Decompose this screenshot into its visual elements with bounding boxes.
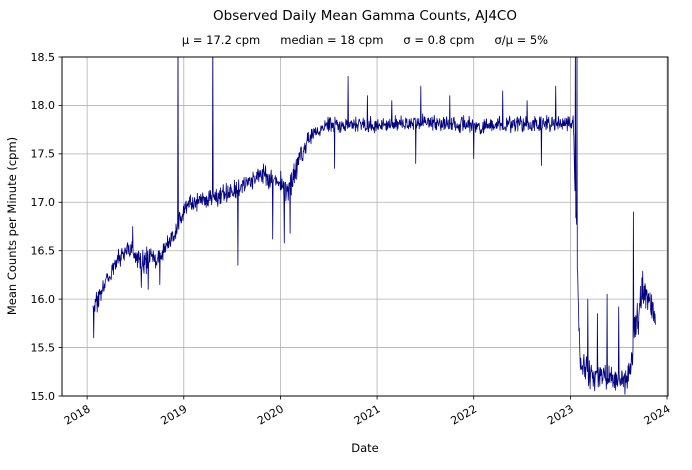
data-line (92, 57, 656, 395)
y-tick-label: 17.5 (31, 148, 56, 161)
stat-sigma: σ = 0.8 cpm (403, 33, 474, 47)
plot-border (61, 56, 669, 397)
stat-sigma-over-mu: σ/μ = 5% (494, 33, 548, 47)
axis-tick-marks (58, 56, 668, 400)
y-tick-labels: 15.0 15.5 16.0 16.5 17.0 17.5 18.0 18.5 (31, 51, 56, 403)
stat-mu: μ = 17.2 cpm (182, 33, 260, 47)
y-tick-label: 15.5 (31, 341, 56, 354)
chart-title: Observed Daily Mean Gamma Counts, AJ4CO (213, 8, 517, 24)
y-tick-label: 16.5 (31, 245, 56, 258)
y-tick-label: 17.0 (31, 196, 56, 209)
y-axis-label: Mean Counts per Minute (cpm) (5, 137, 19, 315)
y-tick-label: 18.5 (31, 51, 56, 64)
y-tick-label: 18.0 (31, 99, 56, 112)
stat-median: median = 18 cpm (280, 33, 383, 47)
chart-subtitle-stats: μ = 17.2 cpm median = 18 cpm σ = 0.8 cpm σ/… (182, 33, 548, 47)
plot-area (62, 57, 668, 396)
y-tick-label: 16.0 (31, 293, 56, 306)
x-axis-label: Date (351, 441, 379, 455)
y-tick-label: 15.0 (31, 390, 56, 403)
